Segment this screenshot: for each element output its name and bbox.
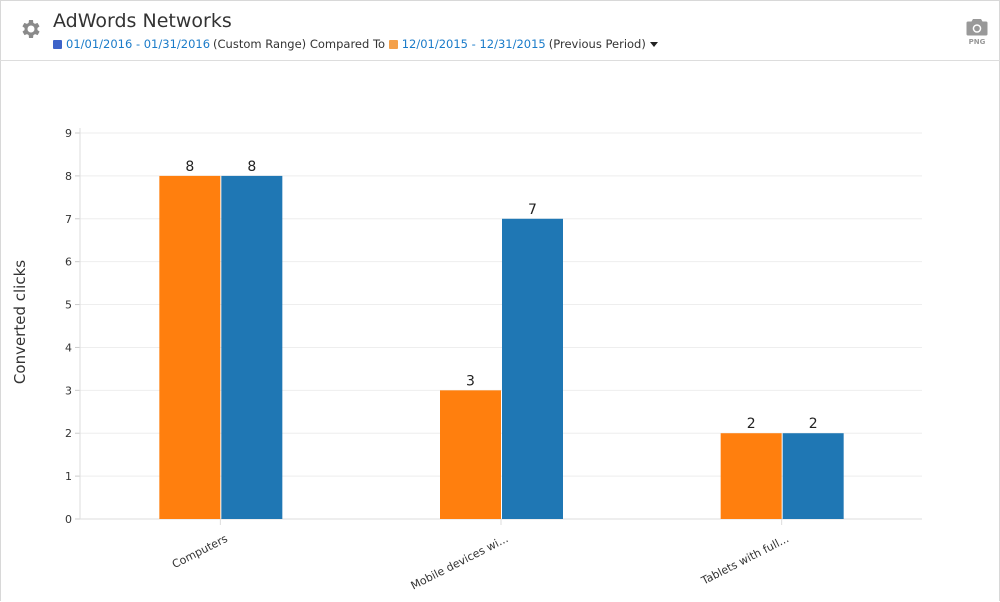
current-range-link[interactable]: 01/01/2016 - 01/31/2016 (66, 37, 211, 51)
caret-down-icon[interactable] (649, 41, 658, 47)
data-label: 2 (747, 416, 756, 432)
compared-to-label: Compared To (309, 37, 386, 51)
y-tick-label: 4 (65, 341, 72, 354)
y-tick-label: 6 (65, 256, 72, 269)
export-png-button[interactable]: PNG (964, 18, 990, 46)
y-tick-label: 7 (65, 213, 72, 226)
y-tick-label: 2 (65, 427, 72, 440)
camera-icon (966, 19, 988, 36)
current-range-type: (Custom Range) (213, 37, 307, 51)
previous-range-type: (Previous Period) (548, 37, 646, 51)
gear-icon[interactable] (18, 17, 42, 41)
y-tick-label: 0 (65, 513, 72, 526)
bar (221, 175, 283, 519)
date-range-selector[interactable]: 01/01/2016 - 01/31/2016 (Custom Range) C… (53, 37, 658, 51)
data-label: 2 (809, 416, 818, 432)
y-tick-label: 3 (65, 384, 72, 397)
bar (159, 175, 221, 519)
bar (720, 433, 782, 519)
data-label: 3 (466, 373, 475, 389)
export-png-label: PNG (968, 38, 986, 46)
bar (782, 433, 844, 519)
y-tick-label: 5 (65, 299, 72, 312)
x-tick-label: Mobile devices wi... (409, 532, 511, 592)
y-tick-label: 1 (65, 470, 72, 483)
y-axis-label: Converted clicks (11, 260, 29, 384)
previous-period-swatch (388, 39, 398, 49)
bar (502, 218, 563, 519)
panel-header: AdWords Networks 01/01/2016 - 01/31/2016… (0, 0, 1000, 61)
bar (440, 390, 501, 519)
data-label: 7 (528, 202, 537, 218)
y-tick-label: 9 (65, 127, 72, 140)
x-tick-label: Computers (170, 532, 230, 571)
current-period-swatch (53, 39, 62, 49)
x-tick-label: Tablets with full... (698, 532, 791, 588)
data-label: 8 (247, 159, 256, 175)
page-title: AdWords Networks (53, 10, 232, 32)
y-tick-label: 8 (65, 170, 72, 183)
previous-range-link[interactable]: 12/01/2015 - 12/31/2015 (401, 37, 546, 51)
data-label: 8 (185, 159, 194, 175)
